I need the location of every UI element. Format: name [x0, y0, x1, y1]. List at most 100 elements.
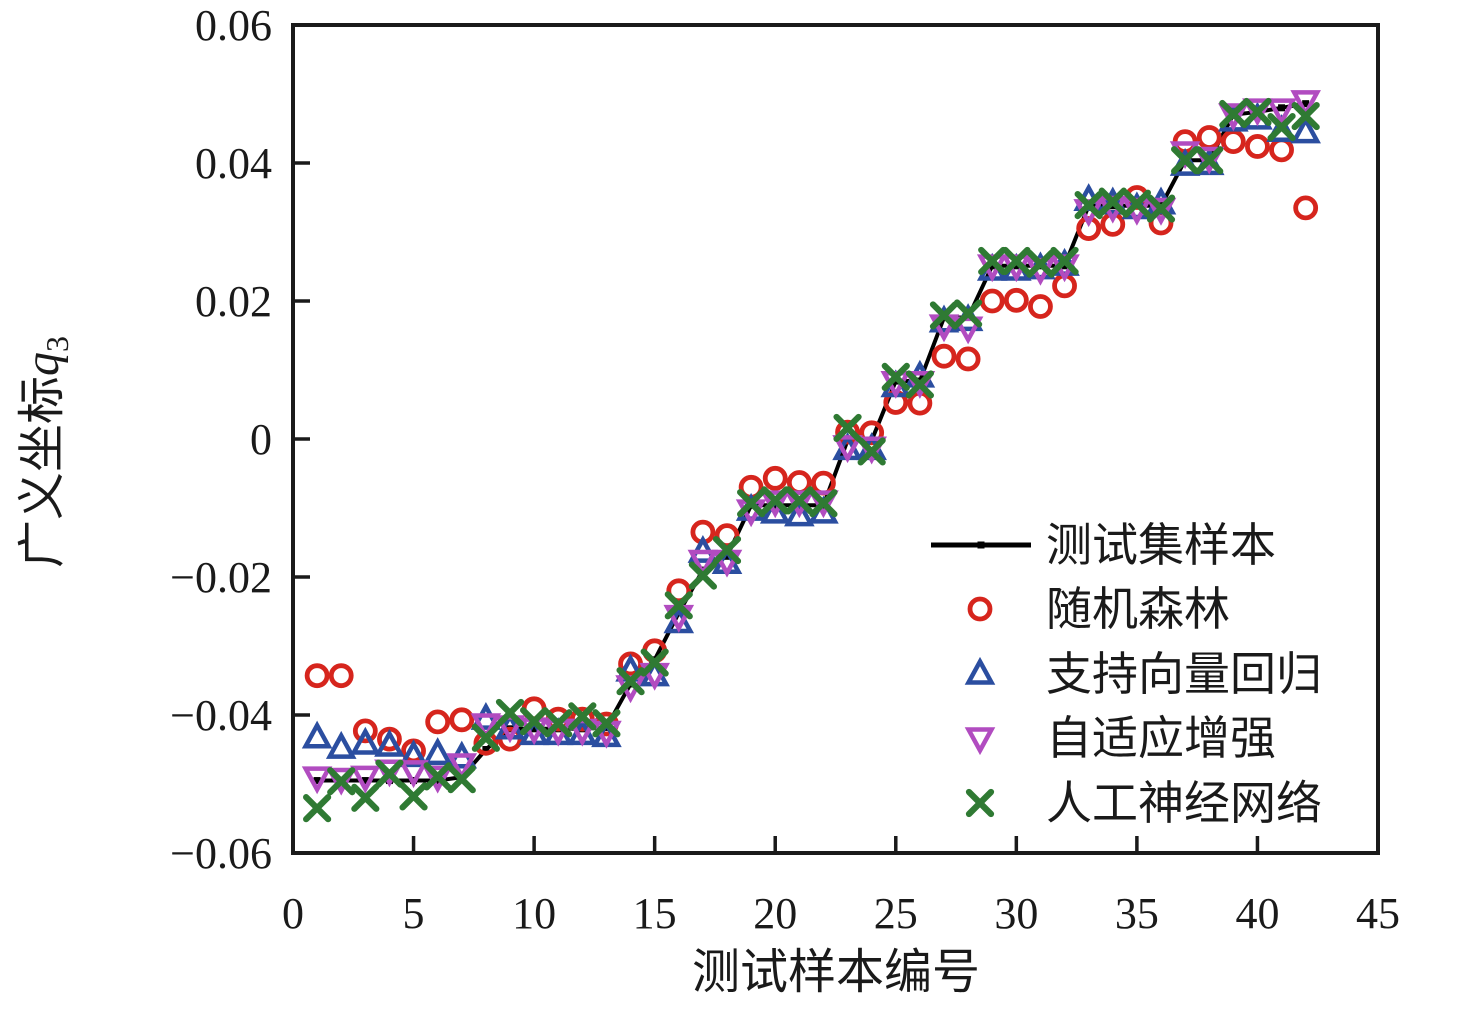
- axes-layer: 0 5 10 15 20 25 30 35 40 45 0.06 0.04 0.02 0 −0.02 −0.0…: [170, 1, 1400, 938]
- marker-x: [1074, 190, 1103, 220]
- marker-square: [771, 501, 779, 509]
- marker-x: [954, 299, 983, 328]
- legend-label: 随机森林: [1046, 584, 1230, 635]
- marker-triangle-down: [687, 549, 719, 578]
- marker-circle: [979, 288, 1005, 314]
- marker-triangle-up: [1290, 115, 1321, 144]
- legend-item-test-set-line: 测试集样本: [931, 520, 1276, 571]
- x-tick-label: 25: [874, 889, 918, 938]
- marker-triangle-up: [325, 730, 357, 759]
- marker-triangle-up: [422, 737, 453, 766]
- marker-circle: [425, 709, 451, 735]
- marker-circle: [859, 420, 885, 446]
- marker-triangle-down: [904, 370, 936, 399]
- legend-label: 支持向量回归: [1046, 649, 1322, 700]
- marker-x: [1171, 146, 1200, 175]
- marker-triangle-down: [494, 715, 526, 744]
- marker-triangle-down: [325, 767, 357, 796]
- marker-triangle-down: [952, 316, 984, 345]
- marker-square: [482, 746, 490, 753]
- y-tick-label: 0.04: [195, 139, 272, 188]
- marker-triangle-down: [1242, 98, 1273, 127]
- marker-x: [592, 709, 621, 738]
- marker-x: [399, 782, 428, 811]
- marker-triangle-down: [832, 435, 863, 464]
- series-artificial-neural-network: [303, 97, 1320, 823]
- marker-x: [905, 370, 934, 399]
- marker-circle: [955, 346, 981, 372]
- x-tick-label: 10: [512, 889, 556, 938]
- marker-circle: [835, 419, 860, 445]
- x-tick-label: 20: [753, 889, 797, 938]
- marker-x: [640, 648, 669, 677]
- marker-x: [664, 591, 693, 620]
- marker-triangle-up: [398, 739, 429, 768]
- marker-square: [988, 262, 996, 270]
- y-tick-label: 0: [250, 415, 272, 464]
- x-tick-label: 5: [403, 889, 425, 938]
- y-tick-label: 0.02: [195, 277, 272, 326]
- marker-x: [1146, 194, 1176, 223]
- legend-item-random-forest: 随机森林: [967, 584, 1230, 635]
- marker-x: [857, 437, 886, 466]
- marker-triangle-down: [1193, 146, 1225, 175]
- marker-x: [1002, 246, 1031, 276]
- marker-x: [1219, 99, 1248, 129]
- legend-label: 人工神经网络: [1046, 778, 1322, 829]
- marker-triangle-down: [470, 713, 502, 742]
- marker-triangle-up: [784, 498, 815, 527]
- marker-triangle-up: [964, 656, 996, 685]
- marker-circle: [967, 596, 993, 622]
- marker-x: [568, 702, 597, 731]
- marker-x: [1122, 189, 1151, 218]
- marker-x: [1195, 146, 1224, 175]
- marker-x: [495, 698, 525, 728]
- marker-circle: [666, 578, 692, 604]
- marker-x: [1243, 97, 1272, 127]
- marker-circle: [1269, 137, 1294, 163]
- y-axis-label: 广义坐标q3: [16, 336, 75, 568]
- marker-circle: [1003, 287, 1029, 313]
- y-tick-label: −0.04: [170, 691, 272, 740]
- legend-item-artificial-neural-network: 人工神经网络: [965, 778, 1322, 829]
- x-tick-label: 30: [994, 889, 1038, 938]
- marker-triangle-down: [808, 490, 839, 519]
- marker-triangle-down: [350, 765, 381, 794]
- series-random-forest: [304, 125, 1319, 764]
- marker-x: [785, 486, 814, 515]
- marker-square: [1278, 104, 1286, 112]
- marker-circle: [1220, 129, 1246, 155]
- marker-x: [351, 783, 380, 812]
- marker-circle: [762, 465, 788, 491]
- marker-circle: [352, 718, 378, 744]
- marker-circle: [1028, 294, 1053, 319]
- marker-x: [1050, 246, 1079, 276]
- marker-circle: [328, 663, 354, 689]
- marker-x: [881, 362, 910, 391]
- marker-x: [327, 767, 356, 796]
- marker-x: [616, 667, 645, 696]
- marker-circle: [714, 523, 740, 548]
- marker-x: [1267, 113, 1296, 142]
- marker-square: [977, 541, 985, 549]
- marker-x: [471, 723, 500, 752]
- x-axis-label: 测试样本编号: [692, 946, 980, 999]
- marker-x: [520, 707, 549, 736]
- x-tick-label: 15: [633, 889, 677, 938]
- marker-circle: [449, 707, 475, 733]
- marker-x: [965, 788, 995, 818]
- marker-x: [1026, 249, 1055, 278]
- marker-square: [361, 777, 369, 785]
- marker-triangle-down: [301, 766, 333, 795]
- marker-triangle-down: [398, 760, 429, 789]
- marker-x: [423, 762, 452, 791]
- marker-triangle-up: [759, 495, 791, 524]
- marker-triangle-down: [446, 753, 478, 782]
- marker-x: [544, 709, 573, 738]
- marker-x: [737, 489, 766, 518]
- marker-x: [688, 561, 717, 590]
- marker-x: [833, 413, 862, 443]
